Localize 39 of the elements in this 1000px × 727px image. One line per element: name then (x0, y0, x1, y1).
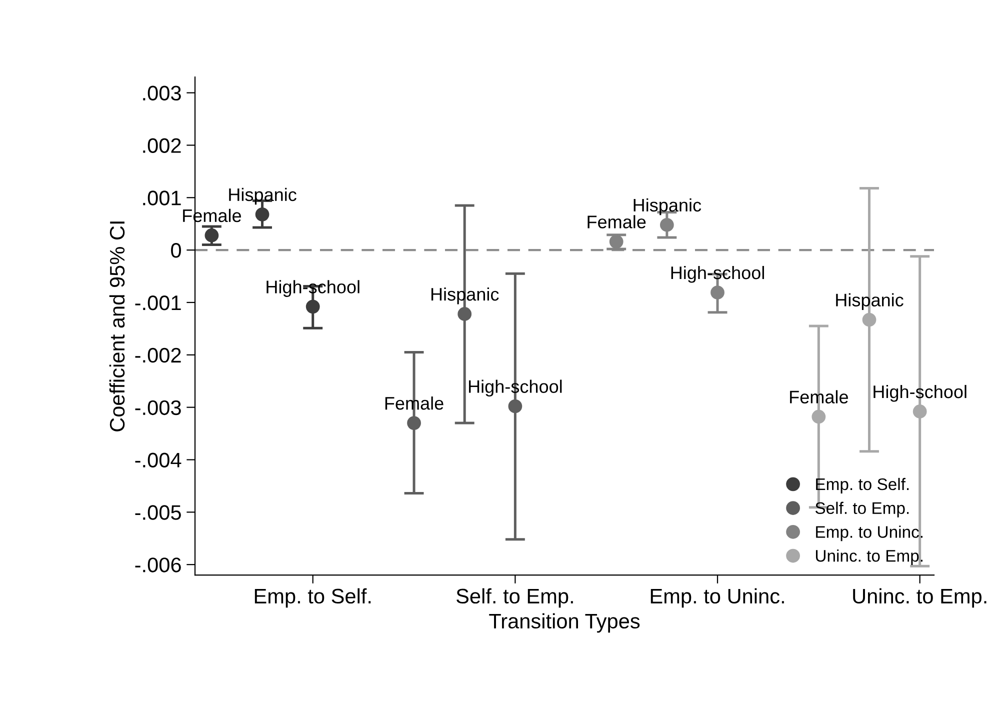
y-tick-label: .003 (143, 86, 181, 101)
data-label: Female (588, 215, 646, 228)
data-label: Hispanic (229, 188, 296, 205)
data-label: Female (790, 390, 848, 404)
y-tick-label: -.005 (135, 505, 181, 520)
y-tick-label: -.001 (135, 295, 181, 310)
y-tick-label: -.004 (135, 452, 182, 468)
data-label: Hispanic (836, 293, 904, 310)
y-tick-label: -.006 (135, 558, 181, 572)
x-tick-label: Emp. to Uninc. (650, 588, 784, 608)
x-axis-title: Transition Types (489, 613, 640, 633)
x-tick-label: Uninc. to Emp. (853, 588, 986, 608)
legend-label: Uninc. to Emp. (816, 550, 922, 566)
legend-label: Emp. to Uninc. (816, 526, 922, 542)
point (912, 404, 927, 418)
point (862, 312, 876, 327)
y-tick-label: -.002 (135, 348, 181, 363)
point (458, 307, 472, 321)
y-tick-label: 0 (171, 243, 181, 258)
x-tick-label: Emp. to Self. (254, 588, 371, 608)
point (204, 228, 219, 242)
point (407, 416, 421, 430)
y-tick-label: -.003 (135, 400, 181, 416)
y-axis-title: Coefficient and 95% CI (109, 222, 125, 432)
data-label: High-school (671, 266, 764, 283)
point (609, 234, 624, 249)
point (710, 286, 724, 300)
point (508, 399, 522, 414)
data-label: Hispanic (634, 198, 702, 216)
legend-label: Self. to Emp. (815, 502, 909, 518)
y-tick-label: .001 (143, 190, 181, 206)
point (255, 207, 270, 222)
x-tick-label: Self. to Emp. (456, 588, 573, 608)
point (812, 410, 826, 424)
data-label: High-school (874, 384, 966, 402)
y-tick-label: .002 (143, 138, 181, 153)
point (660, 218, 674, 232)
legend-label: Emp. to Self. (816, 478, 909, 494)
point (306, 300, 320, 314)
